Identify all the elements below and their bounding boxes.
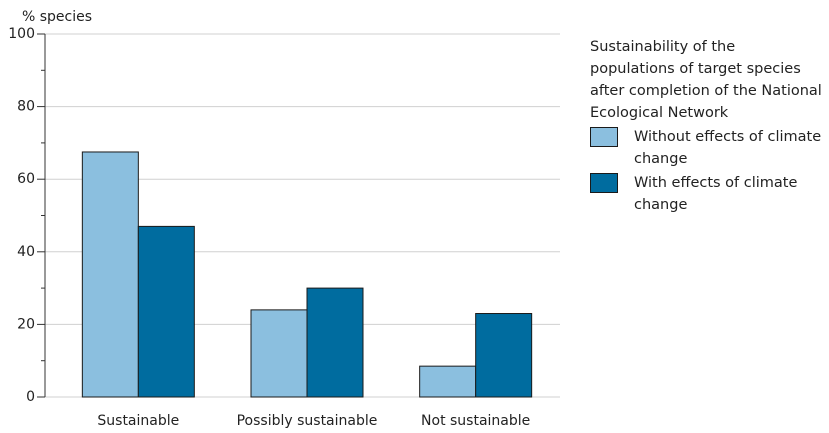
legend-label: Without effects of climate change — [634, 129, 822, 167]
legend-title: Sustainability of the populations of tar… — [590, 39, 822, 121]
x-tick-label: Sustainable — [97, 413, 179, 429]
legend-swatch — [590, 173, 618, 193]
legend-swatch — [590, 127, 618, 147]
y-tick-label: 80 — [17, 99, 35, 115]
bar — [306, 287, 364, 398]
x-tick-label: Possibly sustainable — [237, 413, 378, 429]
y-tick-label: 20 — [17, 316, 35, 332]
bar — [419, 365, 477, 398]
bar — [250, 309, 308, 398]
y-axis-label: % species — [22, 9, 92, 25]
y-tick-label: 40 — [17, 244, 35, 260]
y-tick-label: 60 — [17, 171, 35, 187]
y-tick-label: 0 — [26, 389, 35, 405]
bar — [137, 225, 195, 398]
legend-item: With effects of climate change — [590, 172, 822, 216]
x-tick-label: Not sustainable — [421, 413, 530, 429]
bar — [475, 313, 533, 398]
legend-item: Without effects of climate change — [590, 126, 822, 170]
bar — [81, 151, 139, 398]
y-tick-label: 100 — [8, 26, 35, 42]
legend: Sustainability of the populations of tar… — [590, 36, 822, 216]
legend-label: With effects of climate change — [634, 175, 798, 213]
